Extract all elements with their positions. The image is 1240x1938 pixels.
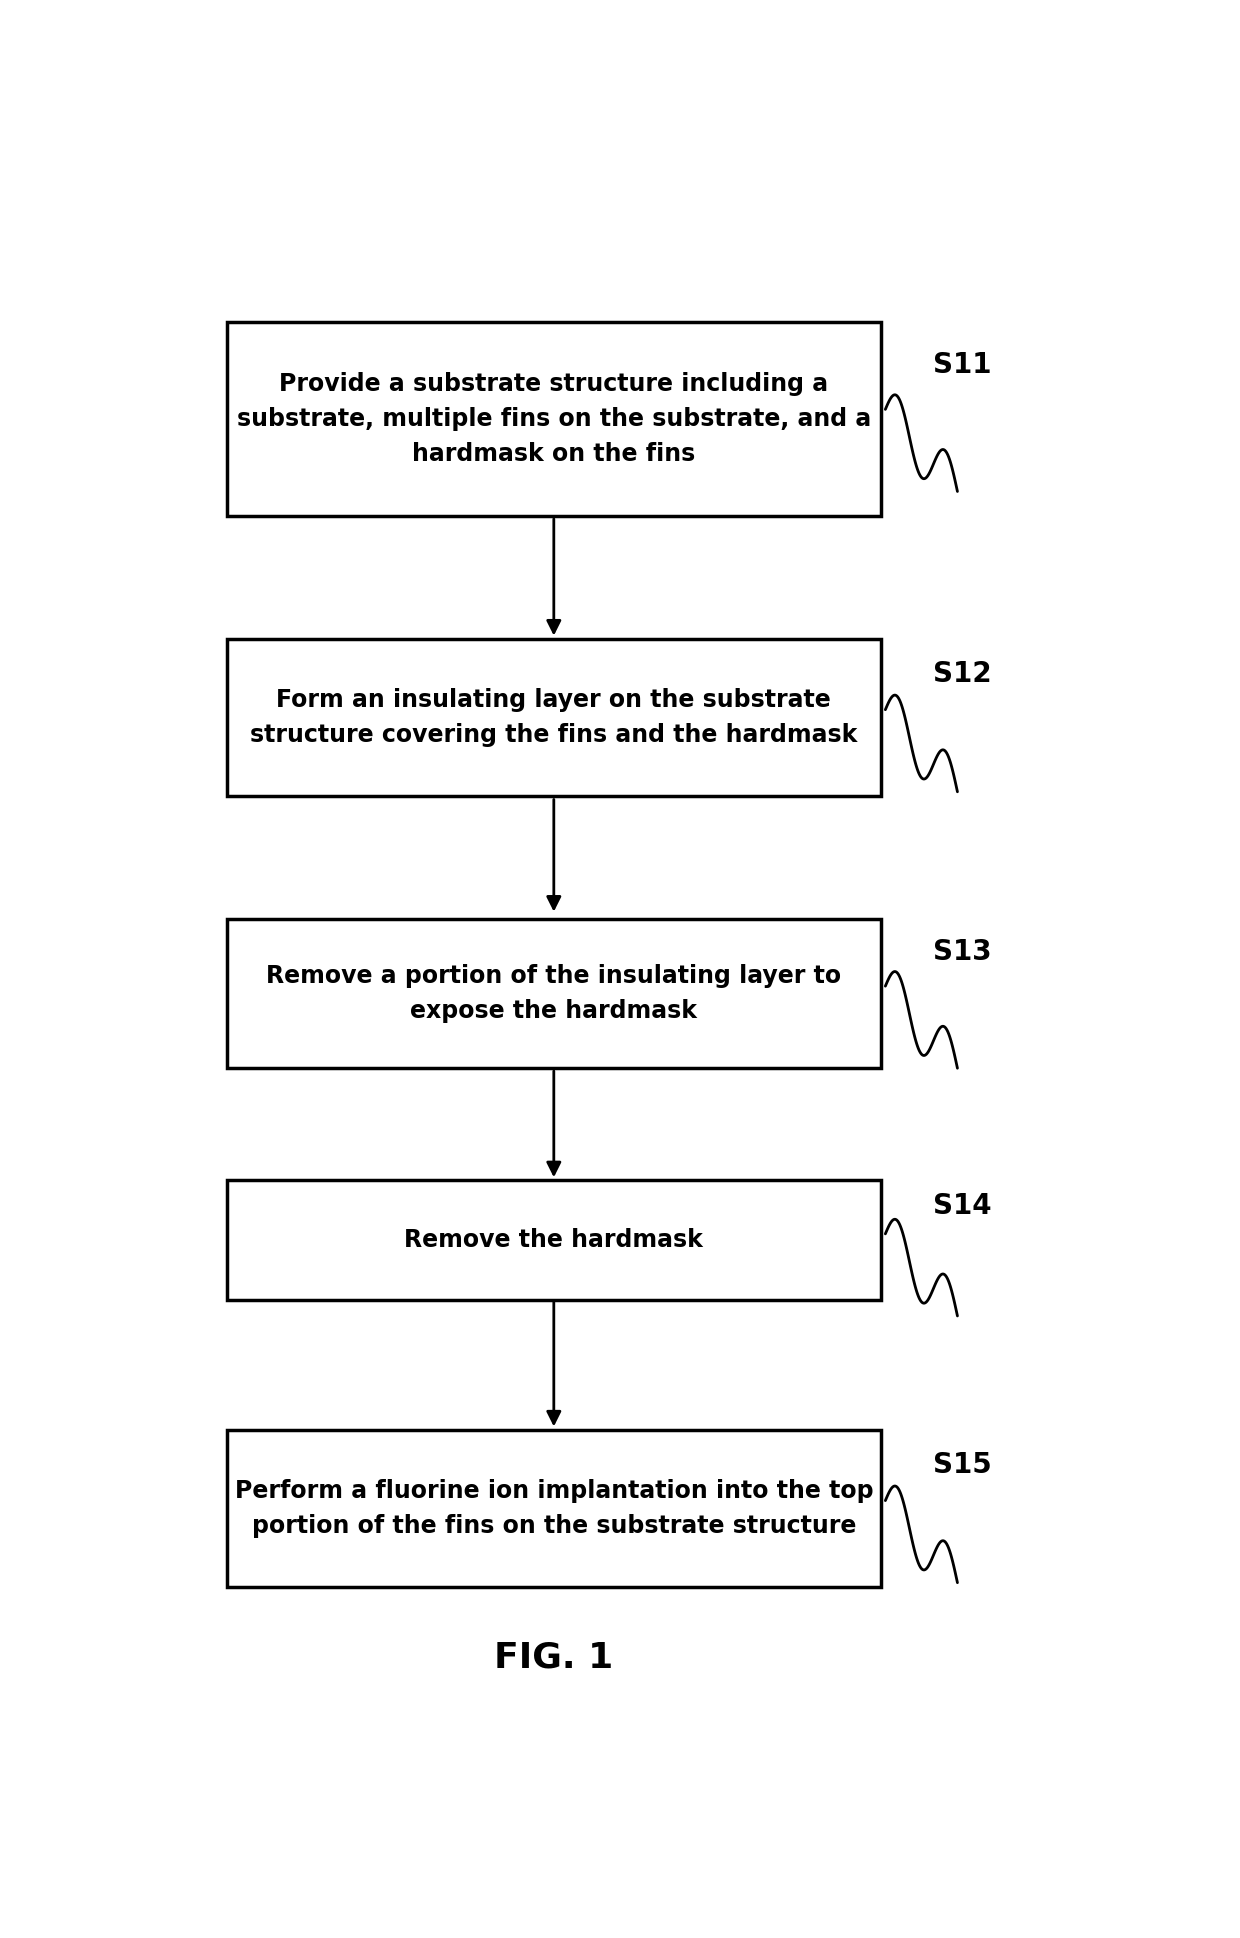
Text: Perform a fluorine ion implantation into the top
portion of the fins on the subs: Perform a fluorine ion implantation into… xyxy=(234,1479,873,1539)
Bar xyxy=(227,919,880,1068)
Bar xyxy=(227,1180,880,1300)
Text: S12: S12 xyxy=(932,659,992,688)
Text: S11: S11 xyxy=(932,351,992,378)
Bar xyxy=(227,640,880,797)
Text: S14: S14 xyxy=(932,1192,992,1221)
Text: Provide a substrate structure including a
substrate, multiple fins on the substr: Provide a substrate structure including … xyxy=(237,372,870,467)
Text: Remove a portion of the insulating layer to
expose the hardmask: Remove a portion of the insulating layer… xyxy=(267,963,842,1023)
Text: S13: S13 xyxy=(932,938,992,965)
Text: FIG. 1: FIG. 1 xyxy=(495,1641,614,1674)
Bar xyxy=(227,322,880,516)
Text: S15: S15 xyxy=(932,1450,992,1479)
Bar xyxy=(227,1430,880,1587)
Text: Form an insulating layer on the substrate
structure covering the fins and the ha: Form an insulating layer on the substrat… xyxy=(250,688,858,748)
Text: Remove the hardmask: Remove the hardmask xyxy=(404,1229,703,1252)
